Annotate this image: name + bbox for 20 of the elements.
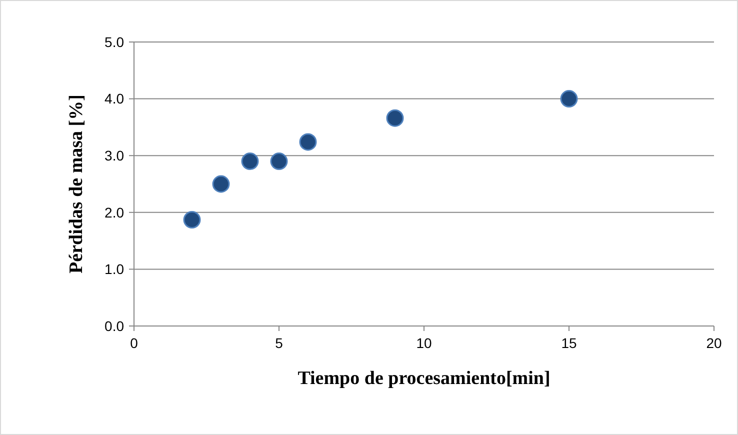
y-tick-label: 1.0 [104, 261, 124, 278]
y-tick-label: 2.0 [104, 204, 124, 220]
point [386, 109, 404, 127]
x-tick-label: 15 [561, 335, 577, 351]
y-tick-label: 5.0 [104, 34, 124, 50]
point [212, 175, 230, 193]
x-tick-label: 20 [706, 335, 722, 351]
y-tick-label: 3.0 [104, 148, 124, 164]
x-tick-label: 10 [416, 335, 432, 351]
y-tick-label: 0.0 [104, 318, 124, 334]
point [299, 133, 317, 151]
x-tick-label: 5 [275, 335, 284, 351]
point [241, 152, 259, 170]
point [183, 211, 201, 229]
point [560, 90, 578, 108]
y-axis-title: Pérdidas de masa [%] [66, 94, 87, 274]
y-tick-label: 4.0 [104, 90, 124, 107]
point [270, 152, 288, 170]
x-tick-label: 0 [130, 335, 138, 351]
x-axis-title: Tiempo de procesamiento[min] [298, 368, 550, 389]
